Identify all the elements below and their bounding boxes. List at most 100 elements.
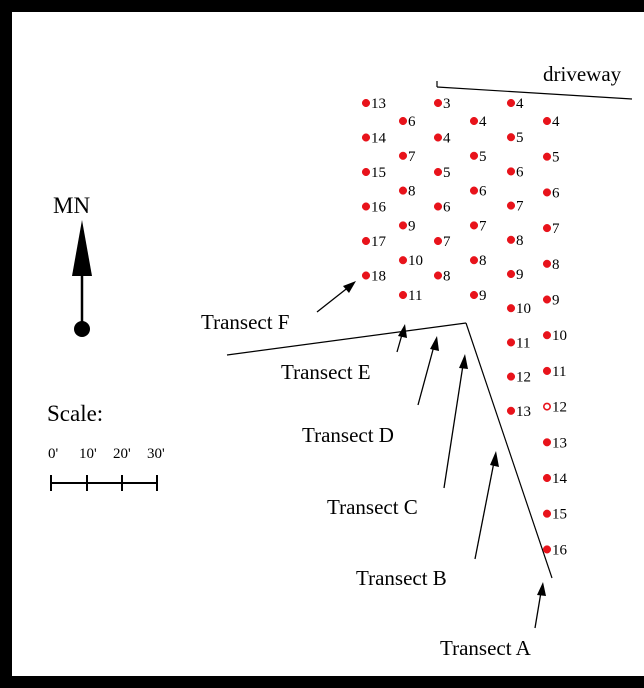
sample-point-label: 6 bbox=[408, 114, 416, 130]
sample-point-dot bbox=[433, 202, 443, 211]
scale-tick-label: 30' bbox=[147, 446, 165, 462]
transect-b-label: Transect B bbox=[356, 566, 447, 590]
callout-arrowhead-c bbox=[459, 354, 468, 369]
sample-point-label: 5 bbox=[479, 149, 487, 165]
sample-point-label: 7 bbox=[408, 149, 416, 165]
sample-point-label: 10 bbox=[516, 301, 531, 317]
transect-b-points: 4 5 6 7 8 9 10 11 12 13 bbox=[506, 96, 531, 420]
sample-point-dot bbox=[542, 188, 552, 197]
sample-point-dot bbox=[506, 338, 516, 347]
sample-point-label: 8 bbox=[408, 184, 416, 200]
sample-point-label: 7 bbox=[479, 218, 487, 234]
callout-arrowhead-d bbox=[430, 336, 439, 351]
transect-f-points: 13 14 15 16 17 18 bbox=[361, 96, 387, 285]
sample-point-label: 12 bbox=[552, 400, 567, 416]
transect-e-label: Transect E bbox=[281, 360, 371, 384]
sample-point-dot bbox=[361, 98, 371, 108]
sample-point-dot bbox=[361, 167, 371, 177]
transect-e-points: 6 7 8 9 10 11 bbox=[398, 114, 423, 304]
driveway-label: driveway bbox=[543, 62, 622, 86]
sample-points: 13 14 15 16 17 18 6 7 8 9 10 11 3 4 5 6 7 8 4 5 6 7 8 9 4 5 6 7 8 9 10… bbox=[361, 96, 568, 558]
sample-point-dot bbox=[506, 201, 516, 210]
transect-a-points: 4 5 6 7 8 9 10 11 12 13 14 15 16 bbox=[542, 114, 568, 558]
sample-point-label: 9 bbox=[479, 288, 487, 304]
boundary-line-west bbox=[226, 322, 467, 356]
sample-point-dot bbox=[506, 98, 516, 108]
sample-point-dot bbox=[398, 221, 408, 230]
sample-point-label: 15 bbox=[552, 507, 567, 523]
sample-point-label: 5 bbox=[443, 165, 451, 181]
sample-point-dot bbox=[398, 256, 408, 265]
sample-point-dot bbox=[433, 133, 443, 142]
callout-arrowhead-e bbox=[398, 324, 407, 338]
sample-point-label: 4 bbox=[552, 114, 560, 130]
scale-title: Scale: bbox=[47, 401, 103, 426]
sample-point-label: 6 bbox=[443, 200, 451, 216]
sample-point-label: 8 bbox=[479, 253, 487, 269]
sample-point-label: 11 bbox=[516, 335, 530, 351]
sample-point-dot bbox=[398, 151, 408, 160]
sample-point-dot bbox=[469, 116, 479, 126]
sample-point-label: 6 bbox=[479, 184, 487, 200]
sample-point-label: 12 bbox=[516, 370, 531, 386]
sample-point-label: 7 bbox=[443, 234, 451, 250]
sample-point-label: 14 bbox=[371, 131, 387, 147]
sample-point-dot bbox=[542, 402, 551, 411]
sample-point-label: 6 bbox=[516, 164, 524, 180]
sample-point-label: 13 bbox=[371, 96, 386, 112]
sample-point-dot bbox=[469, 186, 479, 195]
sample-point-label: 10 bbox=[408, 253, 423, 269]
callout-arrow-c bbox=[443, 364, 464, 489]
sample-point-label: 5 bbox=[552, 150, 560, 166]
sample-point-label: 4 bbox=[479, 114, 487, 130]
sample-point-label: 13 bbox=[516, 404, 531, 420]
sample-point-dot bbox=[542, 224, 552, 233]
sample-point-dot bbox=[542, 331, 552, 340]
sample-point-dot bbox=[542, 116, 552, 126]
sample-point-dot bbox=[433, 98, 443, 108]
sample-point-label: 9 bbox=[552, 293, 560, 309]
scale-bar: Scale: 0' 10' 20' 30' bbox=[47, 401, 165, 491]
sample-point-label: 8 bbox=[516, 233, 524, 249]
sample-point-label: 16 bbox=[371, 200, 387, 216]
sample-point-dot bbox=[506, 269, 516, 279]
sample-point-dot bbox=[398, 290, 408, 300]
callout-arrowhead-b bbox=[490, 451, 499, 467]
transect-d-points: 3 4 5 6 7 8 bbox=[433, 96, 451, 285]
sample-point-label: 17 bbox=[371, 234, 387, 250]
sample-point-dot bbox=[469, 151, 479, 160]
north-arrow-head bbox=[72, 220, 92, 276]
transect-a-label: Transect A bbox=[440, 636, 532, 660]
transect-callouts: Transect F Transect E Transect D Transec… bbox=[201, 281, 546, 660]
callout-arrow-a bbox=[534, 591, 542, 629]
sample-point-dot bbox=[433, 236, 443, 246]
north-arrow-base-dot bbox=[74, 321, 90, 337]
sample-point-label: 7 bbox=[516, 199, 524, 215]
callout-arrowhead-a bbox=[537, 582, 546, 596]
scale-tick-label: 0' bbox=[48, 446, 59, 462]
north-arrow-label: MN bbox=[53, 193, 90, 218]
sample-point-dot bbox=[506, 304, 516, 313]
sample-point-dot bbox=[542, 545, 552, 554]
sample-point-label: 14 bbox=[552, 471, 568, 487]
sample-point-label: 11 bbox=[408, 288, 422, 304]
sample-point-label: 9 bbox=[516, 267, 524, 283]
sample-point-label: 3 bbox=[443, 96, 451, 112]
sample-point-dot bbox=[433, 271, 443, 280]
sample-point-label: 5 bbox=[516, 130, 524, 146]
sample-point-dot bbox=[542, 473, 552, 483]
sample-point-dot bbox=[469, 256, 479, 265]
sample-point-label: 4 bbox=[443, 131, 451, 147]
sample-point-label: 13 bbox=[552, 435, 567, 451]
sample-point-dot bbox=[361, 271, 371, 280]
sample-point-label: 8 bbox=[552, 257, 560, 273]
sample-point-dot bbox=[542, 259, 552, 268]
callout-arrow-f bbox=[316, 285, 351, 313]
sample-point-label: 11 bbox=[552, 364, 566, 380]
transect-f-label: Transect F bbox=[201, 310, 289, 334]
sample-point-dot bbox=[542, 438, 552, 447]
sample-point-dot bbox=[469, 290, 479, 300]
sample-point-label: 15 bbox=[371, 165, 386, 181]
